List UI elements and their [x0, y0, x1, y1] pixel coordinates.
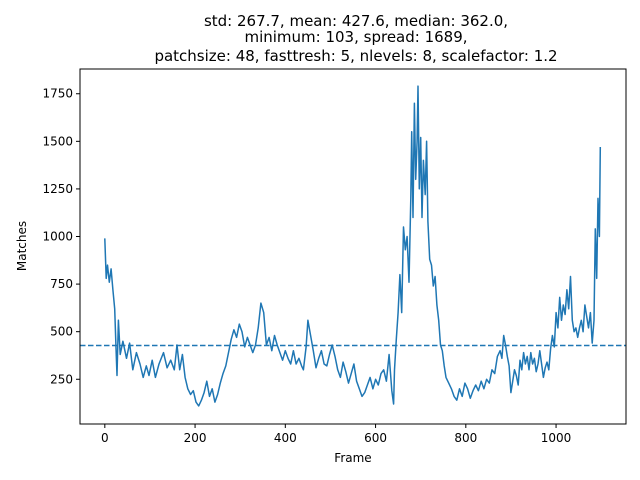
y-tick-label: 750: [50, 277, 73, 291]
x-axis-ticks: 0 200 400 600 800 1000: [101, 424, 571, 445]
y-tick-label: 500: [50, 325, 73, 339]
y-tick-label: 1000: [42, 230, 73, 244]
y-axis-label: Matches: [15, 221, 29, 271]
y-tick-label: 1250: [42, 182, 73, 196]
plot-frame: [79, 68, 627, 425]
chart-title: std: 267.7, mean: 427.6, median: 362.0, …: [154, 12, 557, 65]
x-tick-label: 800: [454, 431, 477, 445]
title-line-3: patchsize: 48, fasttresh: 5, nlevels: 8,…: [154, 47, 557, 65]
title-line-2: minimum: 103, spread: 1689,: [244, 28, 467, 46]
y-tick-label: 1750: [42, 87, 73, 101]
plot-area: [80, 85, 626, 407]
series-line: [104, 85, 602, 407]
x-tick-label: 1000: [541, 431, 572, 445]
x-axis-label: Frame: [334, 451, 371, 465]
x-tick-label: 200: [184, 431, 207, 445]
x-tick-label: 0: [101, 431, 109, 445]
x-tick-label: 400: [274, 431, 297, 445]
y-tick-label: 1500: [42, 134, 73, 148]
x-tick-label: 600: [364, 431, 387, 445]
y-axis-ticks: 250 500 750 1000 1250 1500 1750: [42, 87, 80, 386]
y-tick-label: 250: [50, 372, 73, 386]
title-line-1: std: 267.7, mean: 427.6, median: 362.0,: [204, 12, 508, 30]
